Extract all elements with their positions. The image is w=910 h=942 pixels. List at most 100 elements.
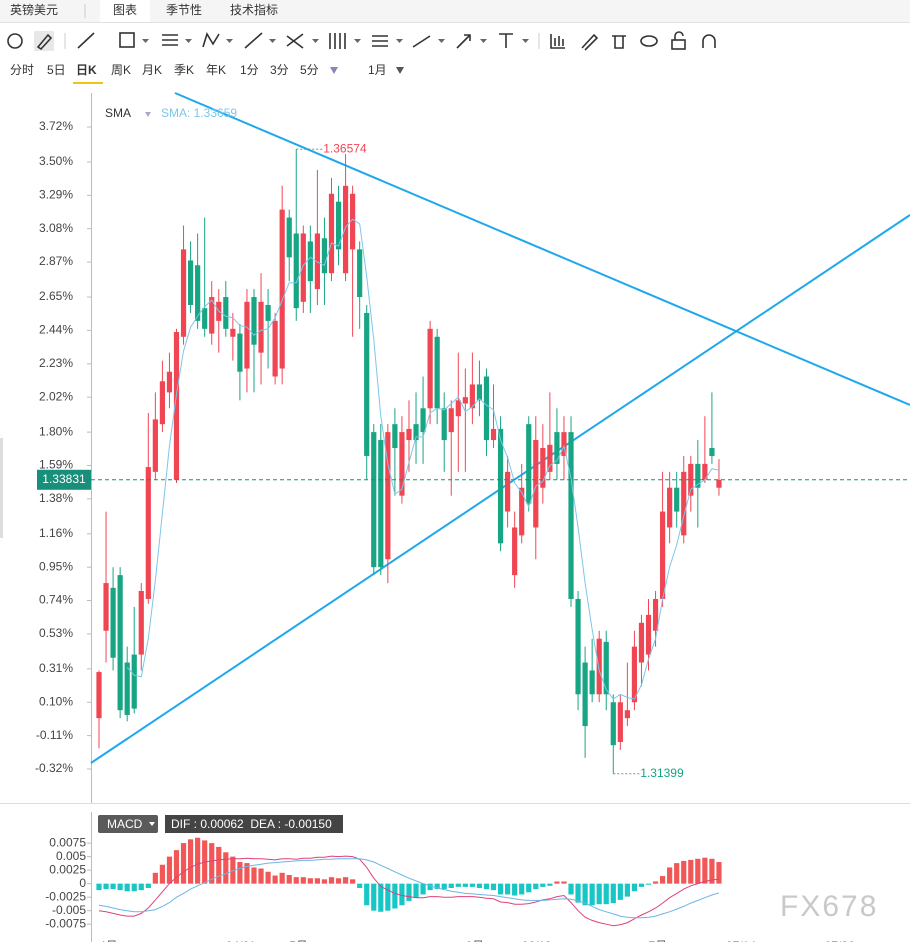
macd-bar bbox=[469, 883, 475, 887]
last-price-label: 1.33831 bbox=[42, 472, 86, 486]
macd-bar bbox=[441, 883, 447, 890]
candle-body bbox=[631, 646, 638, 703]
macd-bar bbox=[681, 860, 687, 884]
y-tick-label: 3.72% bbox=[39, 119, 73, 133]
candle-body bbox=[674, 487, 680, 512]
tool-icon[interactable] bbox=[640, 35, 658, 47]
tab[interactable]: 图表 bbox=[113, 3, 137, 17]
period-button[interactable]: 1月 bbox=[368, 63, 387, 77]
tool-icon[interactable] bbox=[456, 34, 471, 49]
period-button[interactable]: 分时 bbox=[10, 63, 34, 77]
candle-body bbox=[272, 320, 278, 377]
dropdown-arrow[interactable] bbox=[145, 112, 151, 117]
macd-bar bbox=[512, 883, 518, 896]
macd-bar bbox=[617, 883, 623, 900]
macd-select[interactable] bbox=[98, 815, 158, 833]
macd-bar bbox=[533, 883, 539, 890]
candle-body bbox=[603, 641, 609, 695]
macd-bar bbox=[392, 883, 398, 909]
tool-icon[interactable] bbox=[372, 35, 388, 47]
x-tick-label: 7月 bbox=[649, 939, 668, 942]
tool-icon[interactable] bbox=[412, 35, 431, 48]
y-tick-label: 1.16% bbox=[39, 526, 73, 540]
candle-body bbox=[230, 328, 236, 337]
macd-bar bbox=[293, 877, 299, 884]
tool-icon[interactable] bbox=[286, 33, 304, 49]
y-tick-label: 2.44% bbox=[39, 323, 73, 337]
y-tick-label: 0.0025 bbox=[49, 862, 86, 876]
tool-icon[interactable] bbox=[202, 32, 220, 48]
macd-bar bbox=[159, 864, 166, 884]
tool-icon[interactable] bbox=[550, 34, 565, 49]
x-tick-label: 07/14 bbox=[726, 939, 756, 942]
tool-icon[interactable] bbox=[7, 33, 23, 49]
candle-body bbox=[441, 408, 447, 441]
y-tick-label: 0.74% bbox=[39, 593, 73, 607]
period-button[interactable]: 1分 bbox=[240, 63, 259, 77]
macd-bar bbox=[519, 883, 525, 895]
last-price-tag bbox=[37, 469, 91, 490]
period-button[interactable]: 5分 bbox=[300, 63, 319, 77]
macd-bar bbox=[505, 883, 511, 895]
trend-line[interactable] bbox=[174, 92, 910, 406]
tool-icon[interactable] bbox=[77, 32, 95, 49]
candle-body bbox=[152, 419, 158, 472]
period-button[interactable]: 年K bbox=[206, 63, 226, 77]
tool-icon[interactable] bbox=[162, 34, 178, 46]
tab[interactable]: 季节性 bbox=[166, 3, 202, 17]
macd-bar bbox=[357, 883, 363, 888]
period-button[interactable]: 日K bbox=[76, 63, 97, 77]
tool-icon[interactable] bbox=[671, 39, 686, 50]
macd-bar bbox=[195, 837, 201, 884]
candle-body bbox=[173, 331, 180, 480]
symbol-tab[interactable]: 英镑美元 bbox=[10, 2, 58, 17]
tool-icon[interactable] bbox=[702, 34, 716, 48]
tool-icon[interactable] bbox=[329, 33, 346, 49]
y-tick-label: 2.02% bbox=[39, 389, 73, 403]
y-tick-label: 2.87% bbox=[39, 254, 73, 268]
candle-body bbox=[286, 217, 292, 258]
candle-body bbox=[244, 301, 250, 369]
y-tick-label: -0.0075 bbox=[45, 916, 86, 930]
candle-body bbox=[575, 598, 581, 695]
macd-bar bbox=[695, 858, 701, 884]
candle-body bbox=[145, 467, 151, 599]
tool-icon[interactable] bbox=[612, 35, 626, 49]
candle-body bbox=[568, 432, 574, 599]
candle-body bbox=[582, 662, 588, 727]
candle-body bbox=[448, 408, 454, 433]
macd-bar bbox=[434, 883, 440, 890]
tool-icon[interactable] bbox=[581, 33, 599, 51]
period-button[interactable]: 3分 bbox=[270, 63, 289, 77]
macd-bar bbox=[483, 883, 490, 890]
tab[interactable]: 技术指标 bbox=[230, 2, 278, 17]
candle-body bbox=[279, 209, 285, 369]
macd-bar bbox=[638, 883, 645, 887]
dropdown-arrow[interactable] bbox=[396, 67, 404, 74]
candle-body bbox=[645, 614, 652, 655]
candle-body bbox=[554, 432, 560, 464]
period-button[interactable]: 周K bbox=[111, 63, 131, 77]
dea-line bbox=[98, 858, 720, 919]
macd-bar bbox=[110, 883, 116, 890]
tool-icon[interactable] bbox=[499, 33, 513, 48]
period-button[interactable]: 5日 bbox=[47, 63, 66, 77]
tool-icon[interactable] bbox=[244, 32, 263, 49]
macd-bar bbox=[688, 859, 694, 884]
macd-bar bbox=[173, 850, 180, 884]
macd-bar bbox=[413, 883, 419, 898]
tool-icon[interactable] bbox=[119, 32, 135, 48]
macd-bar bbox=[568, 883, 574, 895]
candle-body bbox=[124, 662, 130, 715]
macd-name[interactable]: MACD bbox=[107, 817, 143, 831]
side-handle[interactable] bbox=[0, 438, 3, 538]
macd-bar bbox=[350, 879, 356, 884]
macd-bar bbox=[314, 878, 320, 884]
active-tab-bg bbox=[100, 0, 150, 22]
macd-bar bbox=[526, 883, 532, 893]
tool-icon[interactable] bbox=[36, 33, 53, 51]
dropdown-arrow[interactable] bbox=[330, 67, 338, 74]
candle-body bbox=[131, 654, 137, 709]
period-button[interactable]: 季K bbox=[174, 63, 194, 77]
period-button[interactable]: 月K bbox=[142, 63, 162, 77]
